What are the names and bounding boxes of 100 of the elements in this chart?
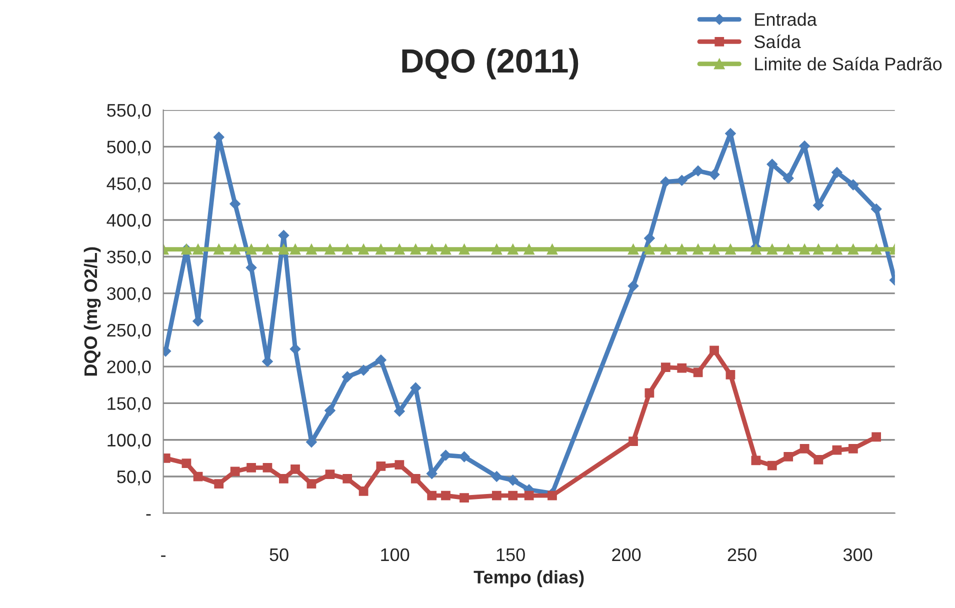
point: [324, 244, 336, 255]
y-tick-label: 550,0: [107, 104, 151, 119]
point: [376, 244, 386, 255]
point: [676, 174, 688, 186]
point: [870, 204, 882, 214]
point: [192, 244, 204, 255]
point: [358, 244, 369, 255]
legend-label: Limite de Saída Padrão: [755, 56, 942, 70]
point: [342, 371, 353, 382]
point: [394, 406, 405, 417]
point: [660, 244, 672, 255]
point: [358, 364, 369, 376]
point: [524, 244, 534, 255]
point: [193, 472, 203, 482]
point: [784, 452, 794, 462]
y-tick-label: 200,0: [107, 360, 151, 376]
point: [491, 471, 502, 482]
point: [644, 388, 654, 398]
point: [644, 232, 655, 244]
point: [306, 479, 316, 489]
point: [676, 244, 688, 255]
y-tick-label: -: [146, 514, 151, 516]
point: [848, 444, 858, 454]
point: [306, 244, 317, 255]
point: [427, 490, 437, 500]
point: [782, 244, 794, 255]
y-tick-label: 50,0: [117, 470, 151, 486]
point: [507, 244, 518, 255]
point: [725, 244, 736, 255]
point: [872, 432, 881, 442]
point: [708, 244, 720, 255]
point: [628, 436, 638, 446]
point: [410, 244, 422, 255]
point: [524, 490, 534, 500]
point: [460, 493, 469, 502]
point: [426, 244, 438, 255]
point: [726, 370, 736, 380]
point: [214, 479, 224, 489]
point: [800, 444, 810, 454]
point: [325, 470, 335, 479]
x-tick-label: 50: [270, 548, 288, 562]
legend-label: Saída: [754, 34, 801, 48]
point: [832, 445, 842, 455]
y-axis-title: DQO (mg O2/L): [84, 247, 101, 376]
point: [832, 244, 842, 255]
point: [693, 368, 703, 378]
point: [246, 463, 256, 472]
point: [213, 244, 224, 255]
point: [290, 244, 301, 255]
point: [440, 244, 452, 255]
y-tick-label: 350,0: [107, 250, 151, 266]
point: [230, 466, 240, 476]
point: [394, 460, 404, 470]
y-tick-label: 450,0: [106, 177, 151, 192]
point: [246, 262, 257, 274]
y-tick-label: 300,0: [107, 287, 151, 302]
point: [848, 244, 859, 255]
point: [507, 474, 518, 486]
point: [546, 244, 558, 255]
x-tick-label: 250: [728, 548, 756, 562]
legend-label: Entrada: [755, 12, 817, 26]
y-tick-label: 250,0: [107, 324, 151, 339]
point: [660, 362, 670, 372]
point: [491, 244, 502, 255]
point: [182, 458, 192, 468]
point: [290, 344, 301, 354]
point: [782, 172, 794, 184]
point: [458, 244, 470, 255]
point: [692, 244, 704, 255]
point: [342, 474, 352, 484]
x-tick-label: 100: [381, 548, 410, 562]
point: [458, 451, 470, 462]
point: [290, 464, 300, 474]
y-tick-label: 150,0: [108, 397, 151, 412]
y-tick-label: 400,0: [106, 214, 151, 229]
point: [692, 165, 704, 176]
point: [358, 486, 368, 496]
point: [644, 244, 655, 255]
point: [492, 490, 502, 500]
point: [230, 244, 240, 255]
point: [870, 244, 882, 255]
x-tick-label: 300: [843, 548, 872, 562]
x-tick-label: 200: [612, 548, 641, 562]
point: [799, 244, 810, 255]
point: [441, 490, 450, 500]
y-tick-label: 500,0: [107, 140, 151, 156]
point: [767, 460, 777, 470]
point: [548, 490, 557, 500]
x-tick-label: 150: [496, 548, 525, 562]
point: [376, 462, 386, 471]
point: [628, 280, 639, 292]
point: [324, 405, 336, 416]
point: [814, 454, 824, 464]
point: [708, 169, 720, 180]
point: [230, 198, 240, 210]
chart-title: DQO (2011): [402, 48, 578, 80]
point: [832, 166, 842, 178]
point: [751, 456, 761, 466]
point: [278, 474, 288, 484]
point: [246, 244, 257, 255]
